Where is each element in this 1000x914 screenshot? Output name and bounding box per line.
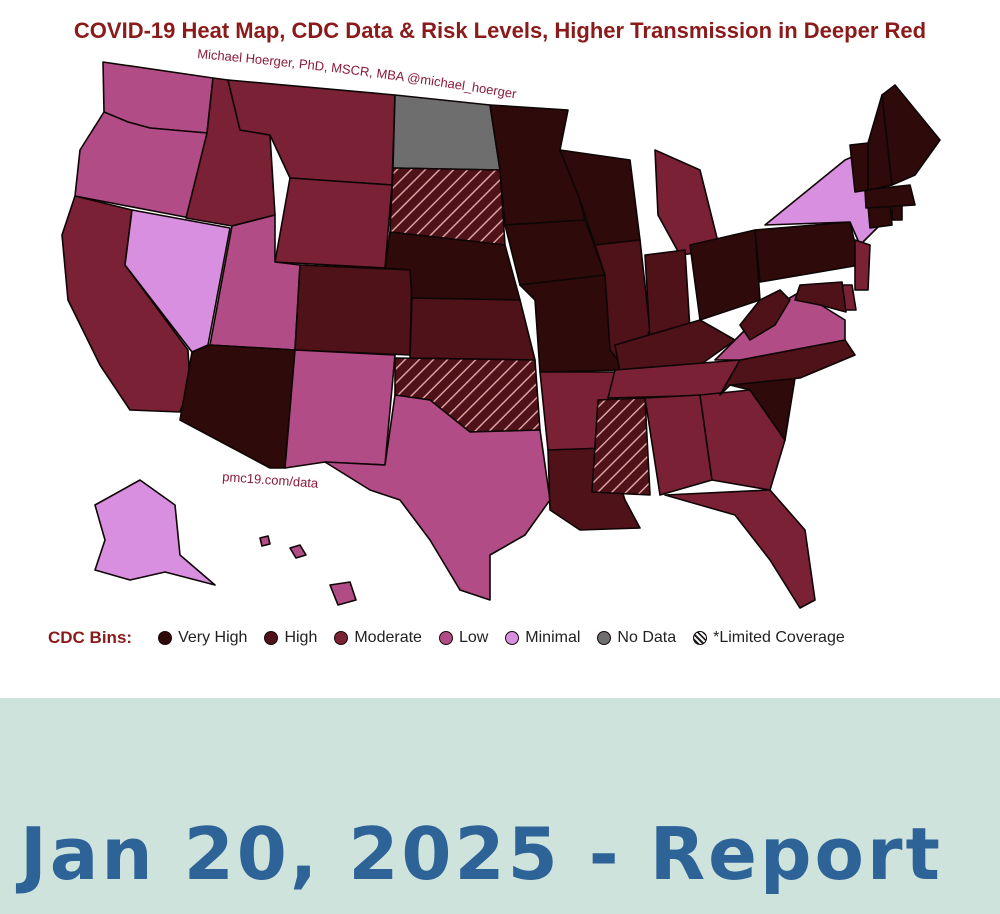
legend-item-label: Minimal <box>525 629 581 646</box>
state-wy <box>274 177 393 269</box>
legend-swatch-very-high <box>158 631 173 645</box>
state-nm <box>284 349 396 469</box>
legend-item-limited: *Limited Coverage <box>693 629 845 647</box>
state-ky <box>614 319 736 373</box>
state-nd <box>392 94 501 171</box>
state-az <box>179 344 296 469</box>
legend-item-label: No Data <box>617 629 677 646</box>
source-url: pmc19.com/data <box>222 469 320 491</box>
legend-item-high: High <box>264 629 317 647</box>
legend-item-moderate: Moderate <box>334 629 422 647</box>
state-ms <box>591 397 651 496</box>
legend-swatch-no-data <box>597 631 612 645</box>
map-panel: Michael Hoerger, PhD, MSCR, MBA @michael… <box>48 18 941 650</box>
legend-item-label: *Limited Coverage <box>713 629 845 646</box>
state-md <box>794 281 847 313</box>
state-hi <box>259 535 357 606</box>
state-mi <box>654 149 721 256</box>
legend-label: CDC Bins: <box>48 628 133 647</box>
state-nj <box>854 239 871 291</box>
map-title: COVID-19 Heat Map, CDC Data & Risk Level… <box>73 18 927 43</box>
state-ma <box>864 184 916 209</box>
legend-item-label: Low <box>458 629 489 646</box>
legend-items: Very High High Moderate Low Minimal No Data *L… <box>158 629 862 647</box>
state-wv <box>739 289 791 341</box>
state-fl <box>664 489 816 609</box>
state-co <box>294 264 413 356</box>
state-ak <box>94 479 216 586</box>
legend-swatch-low <box>438 631 453 645</box>
state-me <box>881 84 941 186</box>
state-tx <box>324 394 551 601</box>
legend: CDC Bins: Very High High Moderate Low Minima… <box>48 626 862 650</box>
report-banner: Jan 20, 2025 - Report <box>0 698 1000 914</box>
legend-item-no-data: No Data <box>597 629 676 647</box>
legend-swatch-minimal <box>505 631 520 645</box>
state-ks <box>409 297 536 361</box>
legend-swatch-limited <box>693 631 708 645</box>
state-mo <box>519 274 623 373</box>
legend-item-minimal: Minimal <box>505 629 580 647</box>
us-heat-map: Michael Hoerger, PhD, MSCR, MBA @michael… <box>61 46 941 609</box>
legend-item-very-high: Very High <box>158 629 247 647</box>
state-oh <box>689 229 761 321</box>
legend-item-low: Low <box>438 629 489 647</box>
legend-item-label: High <box>284 629 318 646</box>
legend-item-label: Very High <box>178 629 248 646</box>
legend-swatch-moderate <box>334 631 349 645</box>
state-pa <box>754 221 861 283</box>
report-date-heading: Jan 20, 2025 - Report <box>20 812 943 896</box>
legend-swatch-high <box>264 631 279 645</box>
state-ga <box>699 389 786 491</box>
legend-item-label: Moderate <box>354 629 422 646</box>
